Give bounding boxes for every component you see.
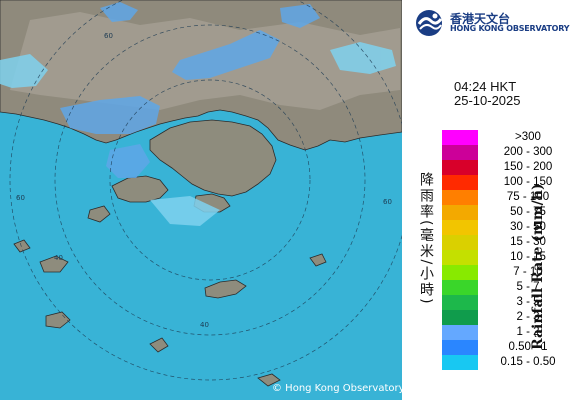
legend-panel: 香港天文台 HONG KONG OBSERVATORY 04:24 HKT 25…: [402, 0, 577, 400]
legend-label: 3 - 5: [516, 296, 540, 308]
legend-item: 0.50 - 1: [442, 340, 574, 355]
hko-logo-icon: [416, 10, 443, 36]
legend-label: 5 - 7: [516, 281, 540, 293]
legend-item: 10 - 15: [442, 250, 574, 265]
legend-item: 15 - 30: [442, 235, 574, 250]
island-g: [13, 239, 31, 253]
radar-date: 25-10-2025: [454, 93, 521, 108]
island-c: [204, 279, 247, 299]
legend-label: 100 - 150: [503, 176, 553, 188]
unit-label-en: Rainfall Rate (mm/h): [530, 183, 546, 350]
unit-label-zh: 降雨率(毫米/小時): [418, 172, 434, 306]
legend-item: 75 - 100: [442, 190, 574, 205]
legend-item: 200 - 300: [442, 145, 574, 160]
lantau-island: [111, 175, 169, 203]
legend-label: 7 - 10: [513, 266, 543, 278]
range-label-5: 40: [200, 321, 209, 329]
island-d: [45, 311, 71, 329]
legend-label: 10 - 15: [510, 251, 546, 263]
legend-swatch: [442, 130, 478, 145]
radar-map[interactable]: 60 60 40 60 40 © Hong Kong Observatory: [0, 0, 402, 400]
island-b: [87, 205, 111, 223]
rain-echoes: [0, 2, 396, 226]
legend-swatch: [442, 160, 478, 175]
legend-label: 150 - 200: [503, 161, 553, 173]
radar-map-graphic: 60 60 40 60 40: [0, 0, 402, 387]
legend-item: 150 - 200: [442, 160, 574, 175]
legend-swatch: [442, 250, 478, 265]
legend-swatch: [442, 355, 478, 370]
legend-label: >300: [515, 131, 541, 143]
org-name-zh: 香港天文台: [450, 12, 511, 26]
legend-label: 0.50 - 1: [508, 341, 548, 353]
legend-swatch: [442, 265, 478, 280]
legend-swatch: [442, 205, 478, 220]
legend-label: 200 - 300: [503, 146, 553, 158]
org-name-en: HONG KONG OBSERVATORY: [450, 24, 570, 33]
legend-item: 30 - 50: [442, 220, 574, 235]
range-label-3: 40: [54, 254, 63, 262]
legend-label: 30 - 50: [510, 221, 546, 233]
legend-swatch: [442, 280, 478, 295]
legend-item: >300: [442, 130, 574, 145]
island-f: [149, 337, 169, 353]
legend-item: 100 - 150: [442, 175, 574, 190]
range-rings: [9, 0, 402, 381]
legend-swatch: [442, 220, 478, 235]
legend-label: 75 - 100: [506, 191, 550, 203]
legend-item: 7 - 10: [442, 265, 574, 280]
legend-item: 50 - 75: [442, 205, 574, 220]
legend-item: 2 - 3: [442, 310, 574, 325]
legend-swatch: [442, 325, 478, 340]
radar-time: 04:24 HKT: [454, 79, 517, 94]
legend-label: 50 - 75: [510, 206, 546, 218]
legend-swatch: [442, 175, 478, 190]
legend-label: 1 - 2: [516, 326, 540, 338]
range-label-1: 60: [104, 32, 113, 40]
copyright-text: © Hong Kong Observatory: [272, 383, 402, 394]
legend-swatch: [442, 340, 478, 355]
legend-swatch: [442, 235, 478, 250]
legend-item: 0.15 - 0.50: [442, 355, 574, 370]
legend-swatch: [442, 295, 478, 310]
legend-swatch: [442, 190, 478, 205]
island-h: [309, 253, 327, 267]
range-label-4: 60: [383, 198, 392, 206]
legend-item: 3 - 5: [442, 295, 574, 310]
legend-label: 15 - 30: [510, 236, 546, 248]
legend-item: 5 - 7: [442, 280, 574, 295]
range-label-2: 60: [16, 194, 25, 202]
legend-item: 1 - 2: [442, 325, 574, 340]
island-a: [39, 255, 69, 273]
hong-kong-land: [149, 119, 277, 197]
legend-swatch: [442, 145, 478, 160]
legend-swatch: [442, 310, 478, 325]
legend-label: 2 - 3: [516, 311, 540, 323]
island-e: [257, 373, 281, 387]
legend-label: 0.15 - 0.50: [500, 356, 556, 368]
